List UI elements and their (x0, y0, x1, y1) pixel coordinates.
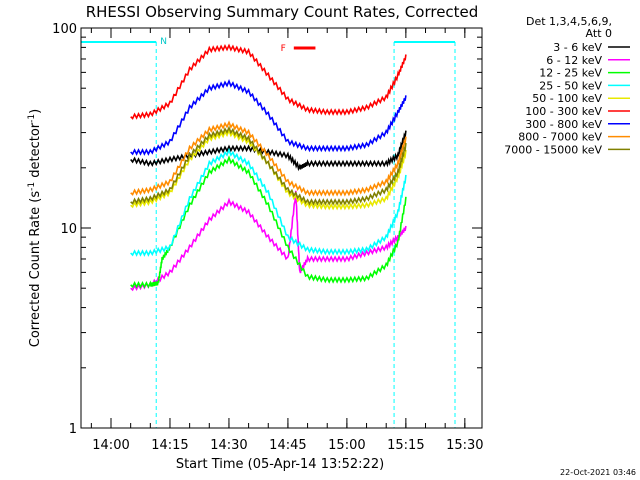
series-line (130, 130, 407, 172)
x-axis-label: Start Time (05-Apr-14 13:52:22) (176, 457, 384, 472)
legend-label: 25 - 50 keV (539, 79, 602, 92)
series-line (130, 125, 407, 206)
y-axis-label-superscript: -1 (27, 182, 37, 191)
x-tick-label: 15:15 (387, 438, 424, 453)
series-line (130, 155, 407, 289)
x-tick-label: 14:30 (210, 438, 247, 453)
x-tick-label: 14:15 (151, 438, 188, 453)
legend-label: 100 - 300 keV (525, 105, 602, 118)
series-line (130, 128, 407, 211)
y-axis-label-part: detector (28, 122, 43, 182)
series-line (130, 43, 407, 120)
flare-interval: F (281, 44, 316, 54)
legend-label: 7000 - 15000 keV (504, 143, 602, 156)
flare-label: F (281, 44, 286, 54)
x-axis: 14:00 14:15 14:30 14:45 15:00 15:15 15:30 (90, 28, 484, 453)
legend-header: Det 1,3,4,5,6,9, (526, 15, 612, 28)
y-axis: 1 10 100 (52, 22, 482, 437)
timestamp-label: 22-Oct-2021 03:46 (560, 468, 636, 477)
y-tick-label: 100 (52, 22, 77, 37)
legend-label: 3 - 6 keV (553, 41, 602, 54)
x-tick-label: 15:00 (328, 438, 365, 453)
legend-label: 6 - 12 keV (546, 54, 602, 67)
legend-label: 50 - 100 keV (532, 92, 602, 105)
y-axis-label-superscript: -1 (27, 114, 37, 123)
x-tick-label: 14:45 (269, 438, 306, 453)
series-lines (130, 43, 407, 292)
y-axis-label: Corrected Count Rate (s-1 detector-1) (27, 109, 43, 347)
y-tick-label: 1 (69, 422, 77, 437)
series-line (130, 120, 407, 197)
legend-header: Att 0 (586, 27, 612, 40)
y-axis-label-part: Corrected Count Rate (s (28, 191, 43, 348)
series-line (130, 147, 407, 257)
y-axis-label-part: ) (28, 109, 43, 114)
series-line (130, 78, 407, 156)
chart-title: RHESSI Observing Summary Count Rates, Co… (86, 3, 479, 21)
night-label: N (160, 37, 167, 47)
legend-label: 800 - 7000 keV (518, 131, 602, 144)
x-tick-label: 14:00 (92, 438, 129, 453)
y-tick-label: 10 (60, 222, 77, 237)
series-line (130, 190, 407, 292)
x-tick-label: 15:30 (446, 438, 483, 453)
legend-label: 12 - 25 keV (539, 67, 602, 80)
legend-label: 300 - 800 keV (525, 118, 602, 131)
